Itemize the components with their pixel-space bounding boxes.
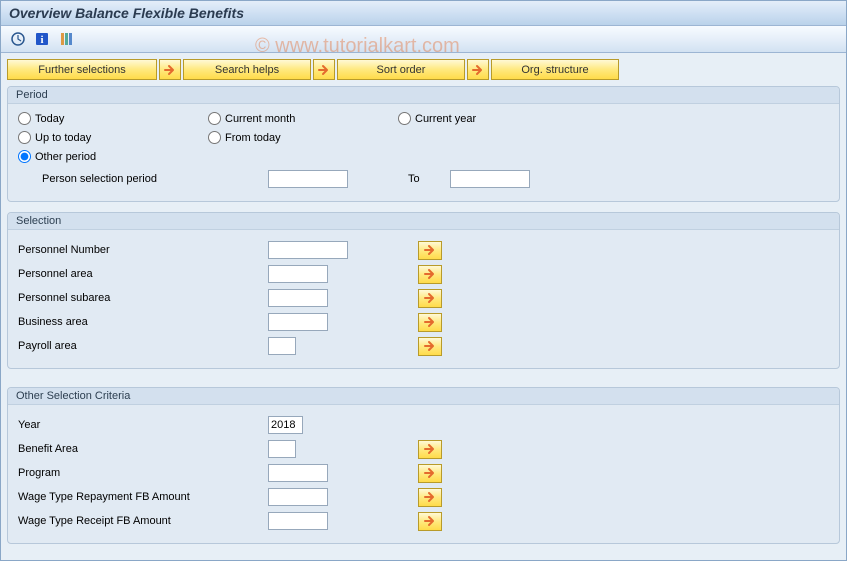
field-input[interactable] <box>268 313 328 331</box>
person-selection-to-input[interactable] <box>450 170 530 188</box>
field-row: Benefit Area <box>18 437 829 461</box>
selection-button-row: Further selections Search helps Sort ord… <box>7 59 840 80</box>
app-toolbar: i <box>1 26 846 53</box>
period-group: Period Today Current month Current year … <box>7 86 840 202</box>
field-label: Personnel area <box>18 268 268 280</box>
info-icon[interactable]: i <box>33 30 51 48</box>
field-input[interactable] <box>268 289 328 307</box>
field-label: Business area <box>18 316 268 328</box>
other-criteria-group-title: Other Selection Criteria <box>8 388 839 405</box>
selection-group-title: Selection <box>8 213 839 230</box>
sort-order-button[interactable]: Sort order <box>337 59 465 80</box>
radio-up-to-today[interactable]: Up to today <box>18 131 208 144</box>
field-row: Wage Type Repayment FB Amount <box>18 485 829 509</box>
field-row: Payroll area <box>18 334 829 358</box>
multiple-selection-button[interactable] <box>418 241 442 260</box>
field-input[interactable] <box>268 512 328 530</box>
period-radio-grid: Today Current month Current year Up to t… <box>18 112 829 163</box>
field-row: Wage Type Receipt FB Amount <box>18 509 829 533</box>
field-row: Personnel area <box>18 262 829 286</box>
person-selection-from-input[interactable] <box>268 170 348 188</box>
field-input[interactable] <box>268 488 328 506</box>
sap-window: Overview Balance Flexible Benefits i © w… <box>0 0 847 561</box>
radio-current-year[interactable]: Current year <box>398 112 588 125</box>
field-row: Business area <box>18 310 829 334</box>
field-input[interactable] <box>268 464 328 482</box>
search-helps-label: Search helps <box>215 64 279 76</box>
sort-order-icon-button[interactable] <box>313 59 335 80</box>
radio-current-month-label: Current month <box>225 113 295 125</box>
radio-from-today[interactable]: From today <box>208 131 398 144</box>
field-label: Wage Type Receipt FB Amount <box>18 515 268 527</box>
title-bar: Overview Balance Flexible Benefits <box>1 1 846 26</box>
radio-other-period-label: Other period <box>35 151 96 163</box>
field-label: Benefit Area <box>18 443 268 455</box>
field-row: Program <box>18 461 829 485</box>
further-selections-label: Further selections <box>38 64 125 76</box>
field-label: Year <box>18 419 268 431</box>
search-helps-icon-button[interactable] <box>159 59 181 80</box>
variant-icon[interactable] <box>57 30 75 48</box>
window-title: Overview Balance Flexible Benefits <box>9 5 244 21</box>
field-input[interactable] <box>268 416 303 434</box>
radio-up-to-today-label: Up to today <box>35 132 91 144</box>
field-label: Program <box>18 467 268 479</box>
field-label: Personnel Number <box>18 244 268 256</box>
field-input[interactable] <box>268 241 348 259</box>
further-selections-button[interactable]: Further selections <box>7 59 157 80</box>
multiple-selection-button[interactable] <box>418 337 442 356</box>
field-input[interactable] <box>268 265 328 283</box>
radio-from-today-label: From today <box>225 132 281 144</box>
sort-order-label: Sort order <box>377 64 426 76</box>
content-area: Further selections Search helps Sort ord… <box>1 53 846 560</box>
field-row: Personnel Number <box>18 238 829 262</box>
field-label: Personnel subarea <box>18 292 268 304</box>
radio-today-label: Today <box>35 113 64 125</box>
search-helps-button[interactable]: Search helps <box>183 59 311 80</box>
field-label: Payroll area <box>18 340 268 352</box>
multiple-selection-button[interactable] <box>418 265 442 284</box>
person-selection-to-label: To <box>408 173 420 185</box>
person-selection-period-label: Person selection period <box>18 173 268 185</box>
org-structure-label: Org. structure <box>521 64 588 76</box>
multiple-selection-button[interactable] <box>418 289 442 308</box>
svg-text:i: i <box>40 34 43 46</box>
field-input[interactable] <box>268 440 296 458</box>
field-label: Wage Type Repayment FB Amount <box>18 491 268 503</box>
execute-icon[interactable] <box>9 30 27 48</box>
multiple-selection-button[interactable] <box>418 512 442 531</box>
field-row: Year <box>18 413 829 437</box>
period-group-title: Period <box>8 87 839 104</box>
field-row: Personnel subarea <box>18 286 829 310</box>
field-input[interactable] <box>268 337 296 355</box>
org-structure-icon-button[interactable] <box>467 59 489 80</box>
org-structure-button[interactable]: Org. structure <box>491 59 619 80</box>
selection-group: Selection Personnel Number Personnel area… <box>7 212 840 369</box>
other-criteria-group: Other Selection Criteria Year Benefit Are… <box>7 387 840 544</box>
radio-other-period[interactable]: Other period <box>18 150 208 163</box>
multiple-selection-button[interactable] <box>418 440 442 459</box>
radio-current-year-label: Current year <box>415 113 476 125</box>
multiple-selection-button[interactable] <box>418 313 442 332</box>
multiple-selection-button[interactable] <box>418 464 442 483</box>
multiple-selection-button[interactable] <box>418 488 442 507</box>
radio-today[interactable]: Today <box>18 112 208 125</box>
radio-current-month[interactable]: Current month <box>208 112 398 125</box>
